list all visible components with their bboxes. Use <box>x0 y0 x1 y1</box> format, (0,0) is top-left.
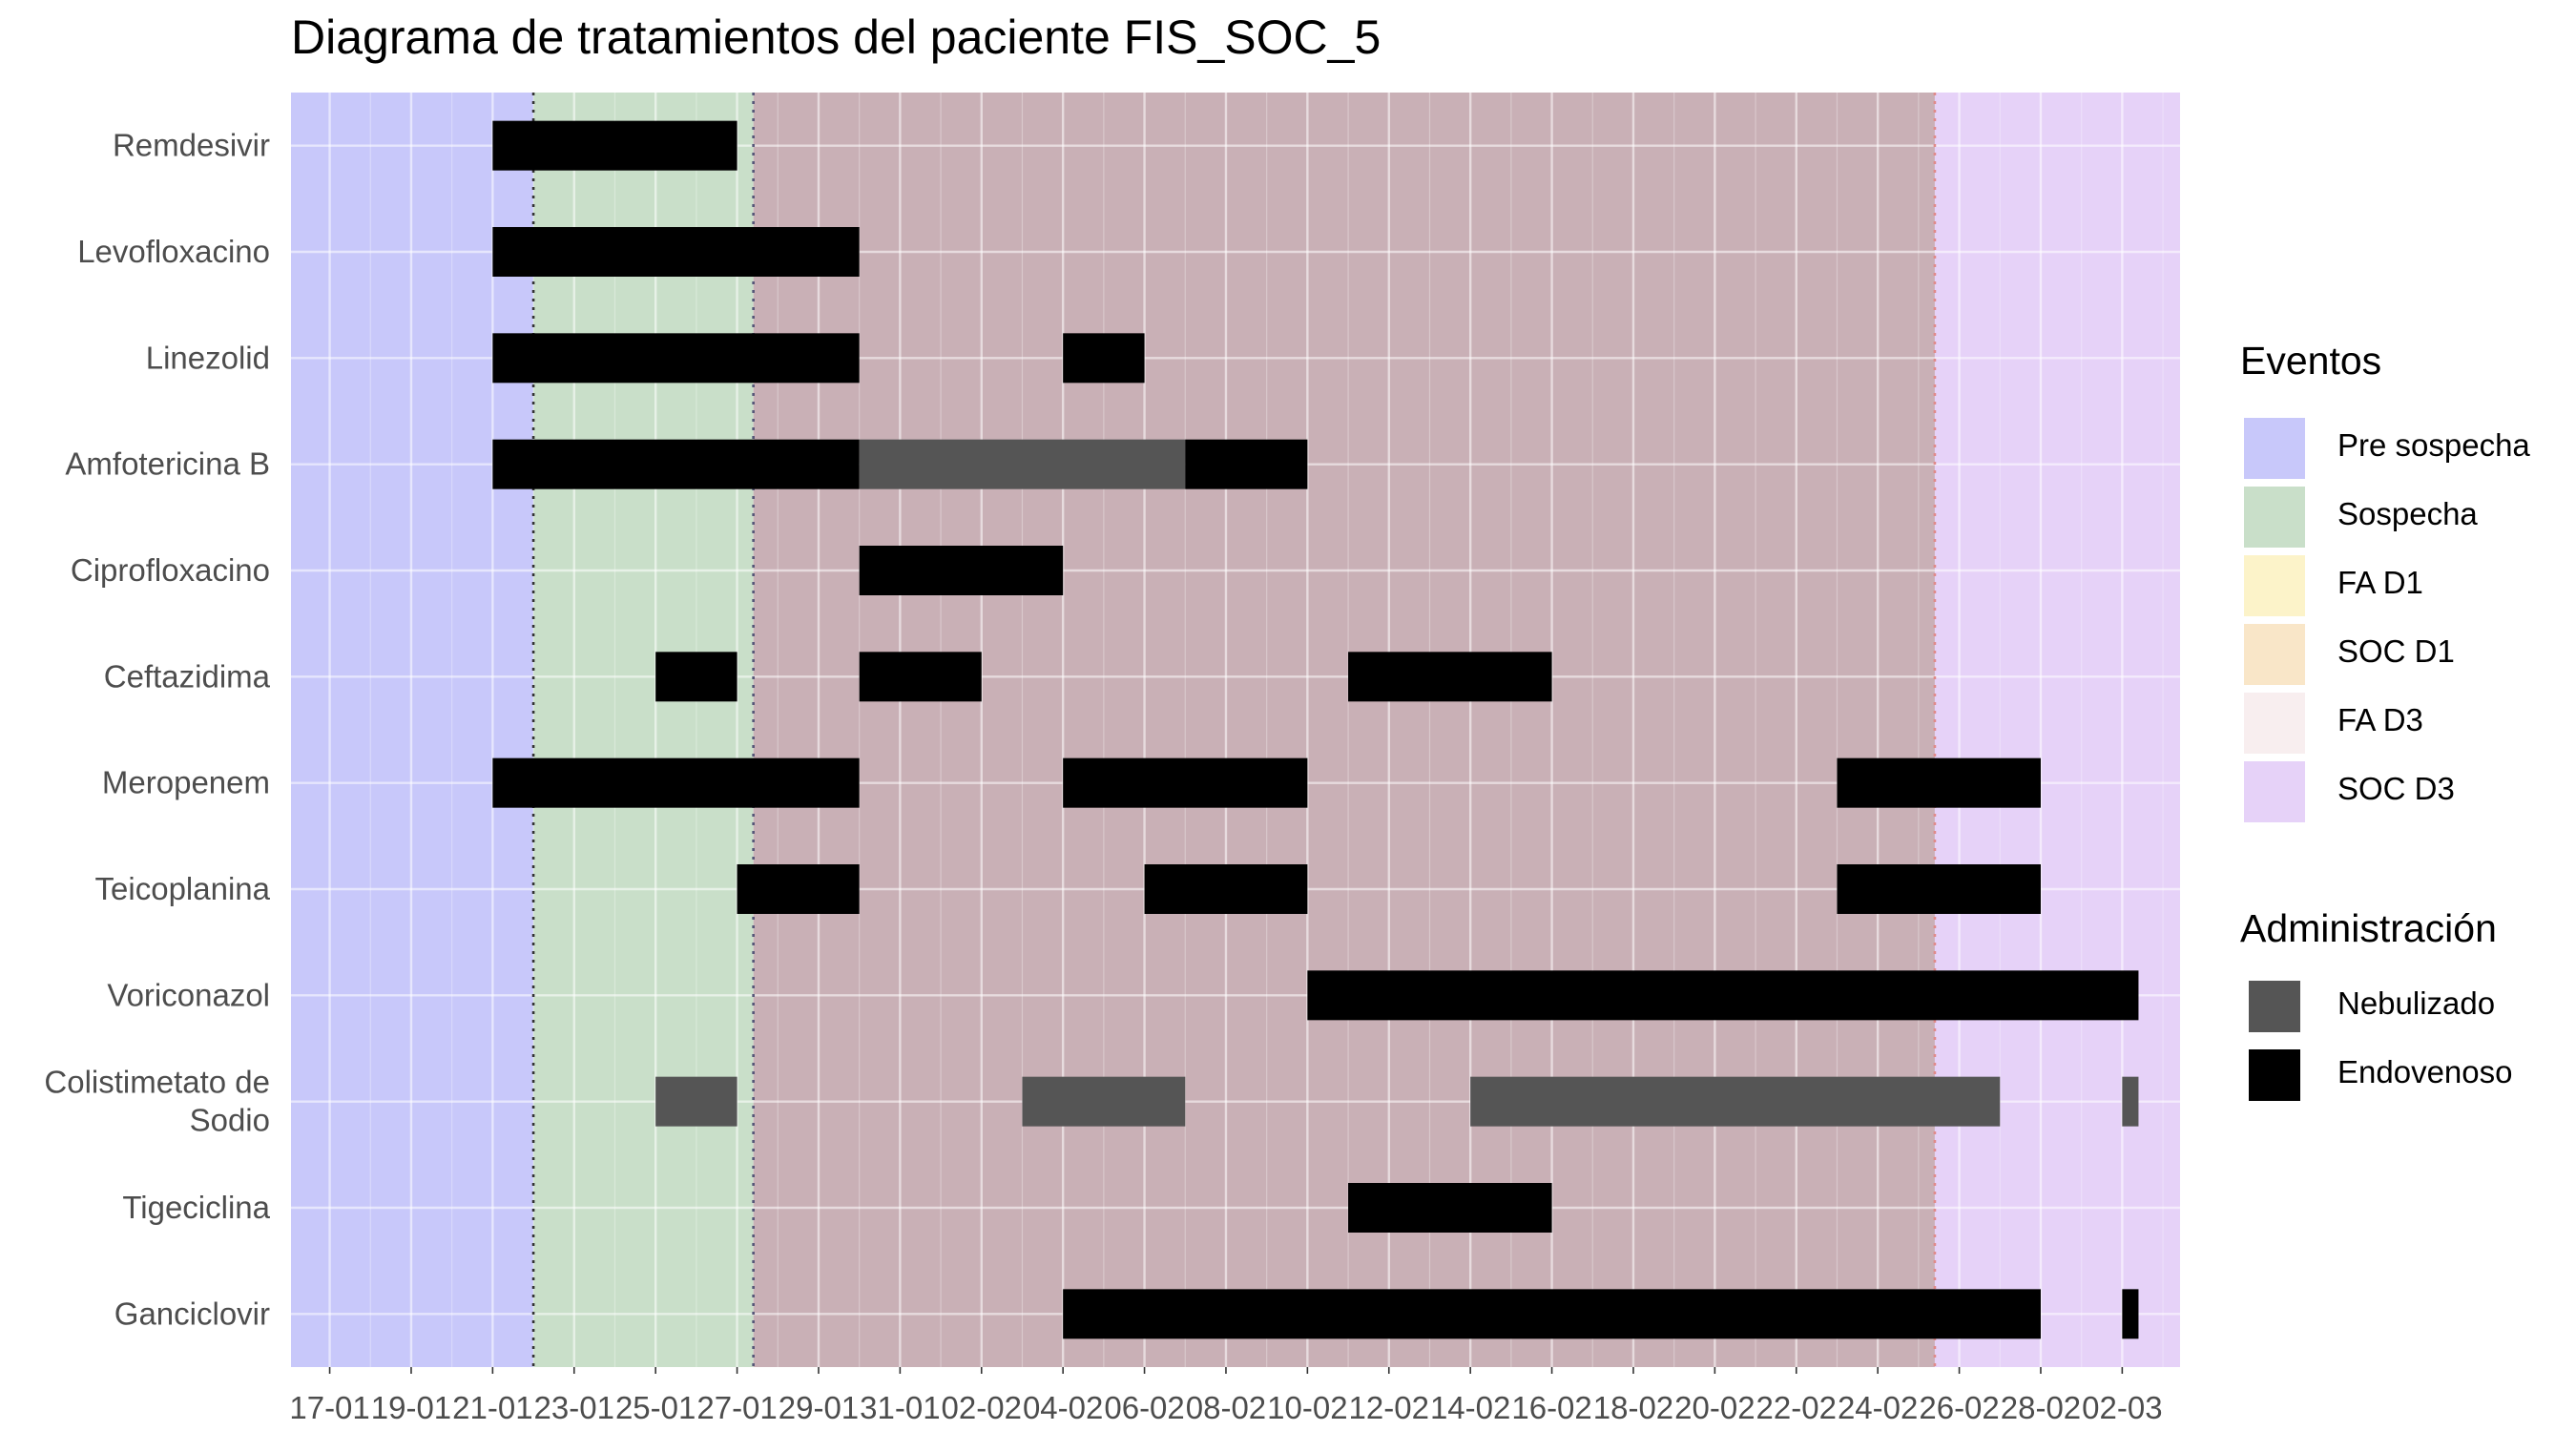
legend-eventos-label: Pre sospecha <box>2337 427 2530 463</box>
treatment-bar-meropenem <box>1837 757 2041 808</box>
legend-eventos-label: SOC D3 <box>2337 771 2455 806</box>
treatment-bar-amfotericina-b <box>492 439 860 489</box>
treatment-bar-remdesivir <box>492 120 737 171</box>
x-tick-label: 29-01 <box>779 1390 859 1425</box>
treatment-bar-teicoplanina <box>1837 864 2041 914</box>
x-tick-label: 19-01 <box>371 1390 451 1425</box>
treatment-bar-teicoplanina <box>737 864 860 914</box>
y-tick-label-voriconazol: Voriconazol <box>107 977 270 1012</box>
treatment-bar-ceftazidima <box>1348 652 1552 702</box>
treatment-bar-tigeciclina <box>1348 1183 1552 1233</box>
x-tick-label: 18-02 <box>1593 1390 1673 1425</box>
x-tick-label: 14-02 <box>1430 1390 1510 1425</box>
legend-eventos-item: FA D3 <box>2240 689 2555 757</box>
legend-eventos-item: Pre sospecha <box>2240 414 2555 483</box>
legend-administracion-title: Administración <box>2240 906 2497 950</box>
y-tick-label-levofloxacino: Levofloxacino <box>77 234 270 269</box>
treatment-bar-ceftazidima <box>655 652 737 702</box>
legend-administracion-swatch <box>2249 981 2300 1032</box>
y-tick-label-ganciclovir: Ganciclovir <box>114 1296 270 1331</box>
phase-band-3 <box>1934 93 2180 1367</box>
legend-eventos-item: SOC D3 <box>2240 757 2555 826</box>
legend-eventos-swatch <box>2244 487 2305 548</box>
y-tick-label-teicoplanina: Teicoplanina <box>95 871 271 906</box>
x-tick-label: 26-02 <box>1919 1390 1999 1425</box>
treatment-bar-ceftazidima <box>859 652 982 702</box>
x-tick-label: 12-02 <box>1349 1390 1429 1425</box>
treatment-bar-teicoplanina <box>1144 864 1308 914</box>
y-tick-label-colistimetato-de-sodio: Colistimetato de Sodio <box>44 1065 270 1138</box>
legend-eventos: Eventos Pre sospecha Sospecha FA D1 SOC D1 F… <box>2240 339 2555 826</box>
treatment-bar-colistimetato-de-sodio <box>655 1076 737 1127</box>
treatment-bar-ganciclovir <box>1063 1289 2041 1339</box>
y-tick-label-meropenem: Meropenem <box>102 765 270 800</box>
treatment-bar-meropenem <box>1063 757 1308 808</box>
y-tick-label-ceftazidima: Ceftazidima <box>104 658 271 694</box>
x-tick-label: 20-02 <box>1674 1390 1755 1425</box>
legend-administracion-label: Endovenoso <box>2337 1054 2513 1089</box>
legend-eventos-label: FA D1 <box>2337 565 2423 600</box>
legend-administracion-item: Endovenoso <box>2240 1041 2555 1110</box>
x-tick-label: 31-01 <box>860 1390 940 1425</box>
y-tick-label-linezolid: Linezolid <box>146 340 270 375</box>
y-tick-label-tigeciclina: Tigeciclina <box>122 1190 270 1225</box>
legend-eventos-swatch <box>2244 418 2305 479</box>
treatment-bar-colistimetato-de-sodio <box>2122 1076 2139 1127</box>
chart-title: Diagrama de tratamientos del paciente FI… <box>291 10 1381 64</box>
treatment-bar-voriconazol <box>1307 970 2139 1021</box>
legend-administracion-label: Nebulizado <box>2337 985 2496 1021</box>
x-tick-label: 21-01 <box>452 1390 532 1425</box>
x-tick-label: 02-03 <box>2082 1390 2162 1425</box>
treatment-bar-meropenem <box>492 757 860 808</box>
y-tick-label-remdesivir: Remdesivir <box>113 128 270 163</box>
legend-eventos-item: FA D1 <box>2240 551 2555 620</box>
x-tick-label: 10-02 <box>1267 1390 1347 1425</box>
x-tick-label: 24-02 <box>1838 1390 1918 1425</box>
legend-administracion-item: Nebulizado <box>2240 972 2555 1041</box>
x-tick-label: 25-01 <box>615 1390 696 1425</box>
y-tick-label-amfotericina-b: Amfotericina B <box>65 446 270 482</box>
legend-eventos-swatch <box>2244 624 2305 685</box>
x-tick-label: 23-01 <box>534 1390 614 1425</box>
legend-eventos-label: FA D3 <box>2337 702 2423 737</box>
x-tick-label: 04-02 <box>1023 1390 1103 1425</box>
legend-eventos-label: Sospecha <box>2337 496 2478 531</box>
legend-administracion-swatch <box>2249 1049 2300 1101</box>
legend-eventos-swatch <box>2244 693 2305 754</box>
x-tick-label: 22-02 <box>1756 1390 1837 1425</box>
x-tick-label: 28-02 <box>2001 1390 2081 1425</box>
x-tick-label: 17-01 <box>289 1390 369 1425</box>
x-tick-label: 08-02 <box>1186 1390 1266 1425</box>
treatment-bar-amfotericina-b <box>1185 439 1308 489</box>
treatment-bar-ciprofloxacino <box>859 546 1064 595</box>
x-tick-label: 27-01 <box>696 1390 777 1425</box>
legend-eventos-swatch <box>2244 761 2305 822</box>
x-tick-label: 16-02 <box>1511 1390 1591 1425</box>
phase-band-2 <box>753 93 1935 1367</box>
treatment-bar-amfotericina-b <box>859 439 1186 489</box>
legend-eventos-item: Sospecha <box>2240 483 2555 551</box>
legend-eventos-swatch <box>2244 555 2305 616</box>
phase-band-1 <box>533 93 754 1367</box>
treatment-bar-ganciclovir <box>2122 1289 2139 1339</box>
treatment-bar-levofloxacino <box>492 227 860 277</box>
y-tick-label-ciprofloxacino: Ciprofloxacino <box>71 552 270 588</box>
treatment-bar-linezolid <box>492 333 860 384</box>
legend-eventos-item: SOC D1 <box>2240 620 2555 689</box>
x-tick-label: 06-02 <box>1104 1390 1184 1425</box>
treatment-bar-colistimetato-de-sodio <box>1022 1076 1186 1127</box>
x-tick-label: 02-02 <box>942 1390 1022 1425</box>
treatment-bar-linezolid <box>1063 333 1145 384</box>
legend-eventos-title: Eventos <box>2240 339 2382 383</box>
legend-eventos-label: SOC D1 <box>2337 633 2455 669</box>
treatment-bar-colistimetato-de-sodio <box>1470 1076 2001 1127</box>
legend-administracion: Administración Nebulizado Endovenoso <box>2240 906 2555 1110</box>
